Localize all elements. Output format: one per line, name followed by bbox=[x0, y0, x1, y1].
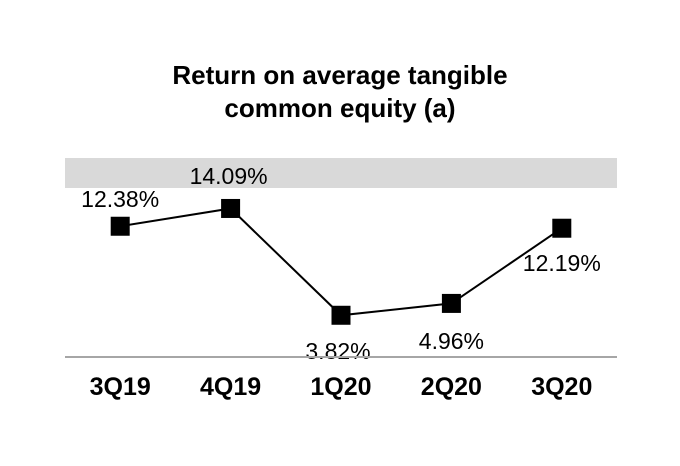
data-label: 4.96% bbox=[418, 328, 484, 355]
data-point-marker bbox=[441, 293, 461, 313]
x-axis-tick-label: 2Q20 bbox=[420, 373, 482, 401]
x-axis-tick-label: 3Q19 bbox=[89, 373, 151, 401]
data-label: 12.19% bbox=[522, 250, 601, 277]
highlight-band bbox=[65, 158, 617, 188]
chart-title: Return on average tangible common equity… bbox=[0, 59, 680, 125]
data-label: 3.82% bbox=[305, 338, 371, 365]
data-point-marker bbox=[221, 198, 241, 218]
data-label: 12.38% bbox=[81, 186, 160, 213]
data-label: 14.09% bbox=[189, 163, 268, 190]
x-axis-tick-label: 1Q20 bbox=[310, 373, 372, 401]
data-point-marker bbox=[110, 216, 130, 236]
data-point-marker bbox=[331, 305, 351, 325]
x-axis-line bbox=[65, 356, 617, 358]
x-axis-tick-label: 3Q20 bbox=[531, 373, 593, 401]
data-point-marker bbox=[552, 218, 572, 238]
chart-title-line2: common equity (a) bbox=[224, 93, 456, 123]
chart-title-line1: Return on average tangible bbox=[172, 60, 508, 90]
x-axis-tick-label: 4Q19 bbox=[200, 373, 262, 401]
